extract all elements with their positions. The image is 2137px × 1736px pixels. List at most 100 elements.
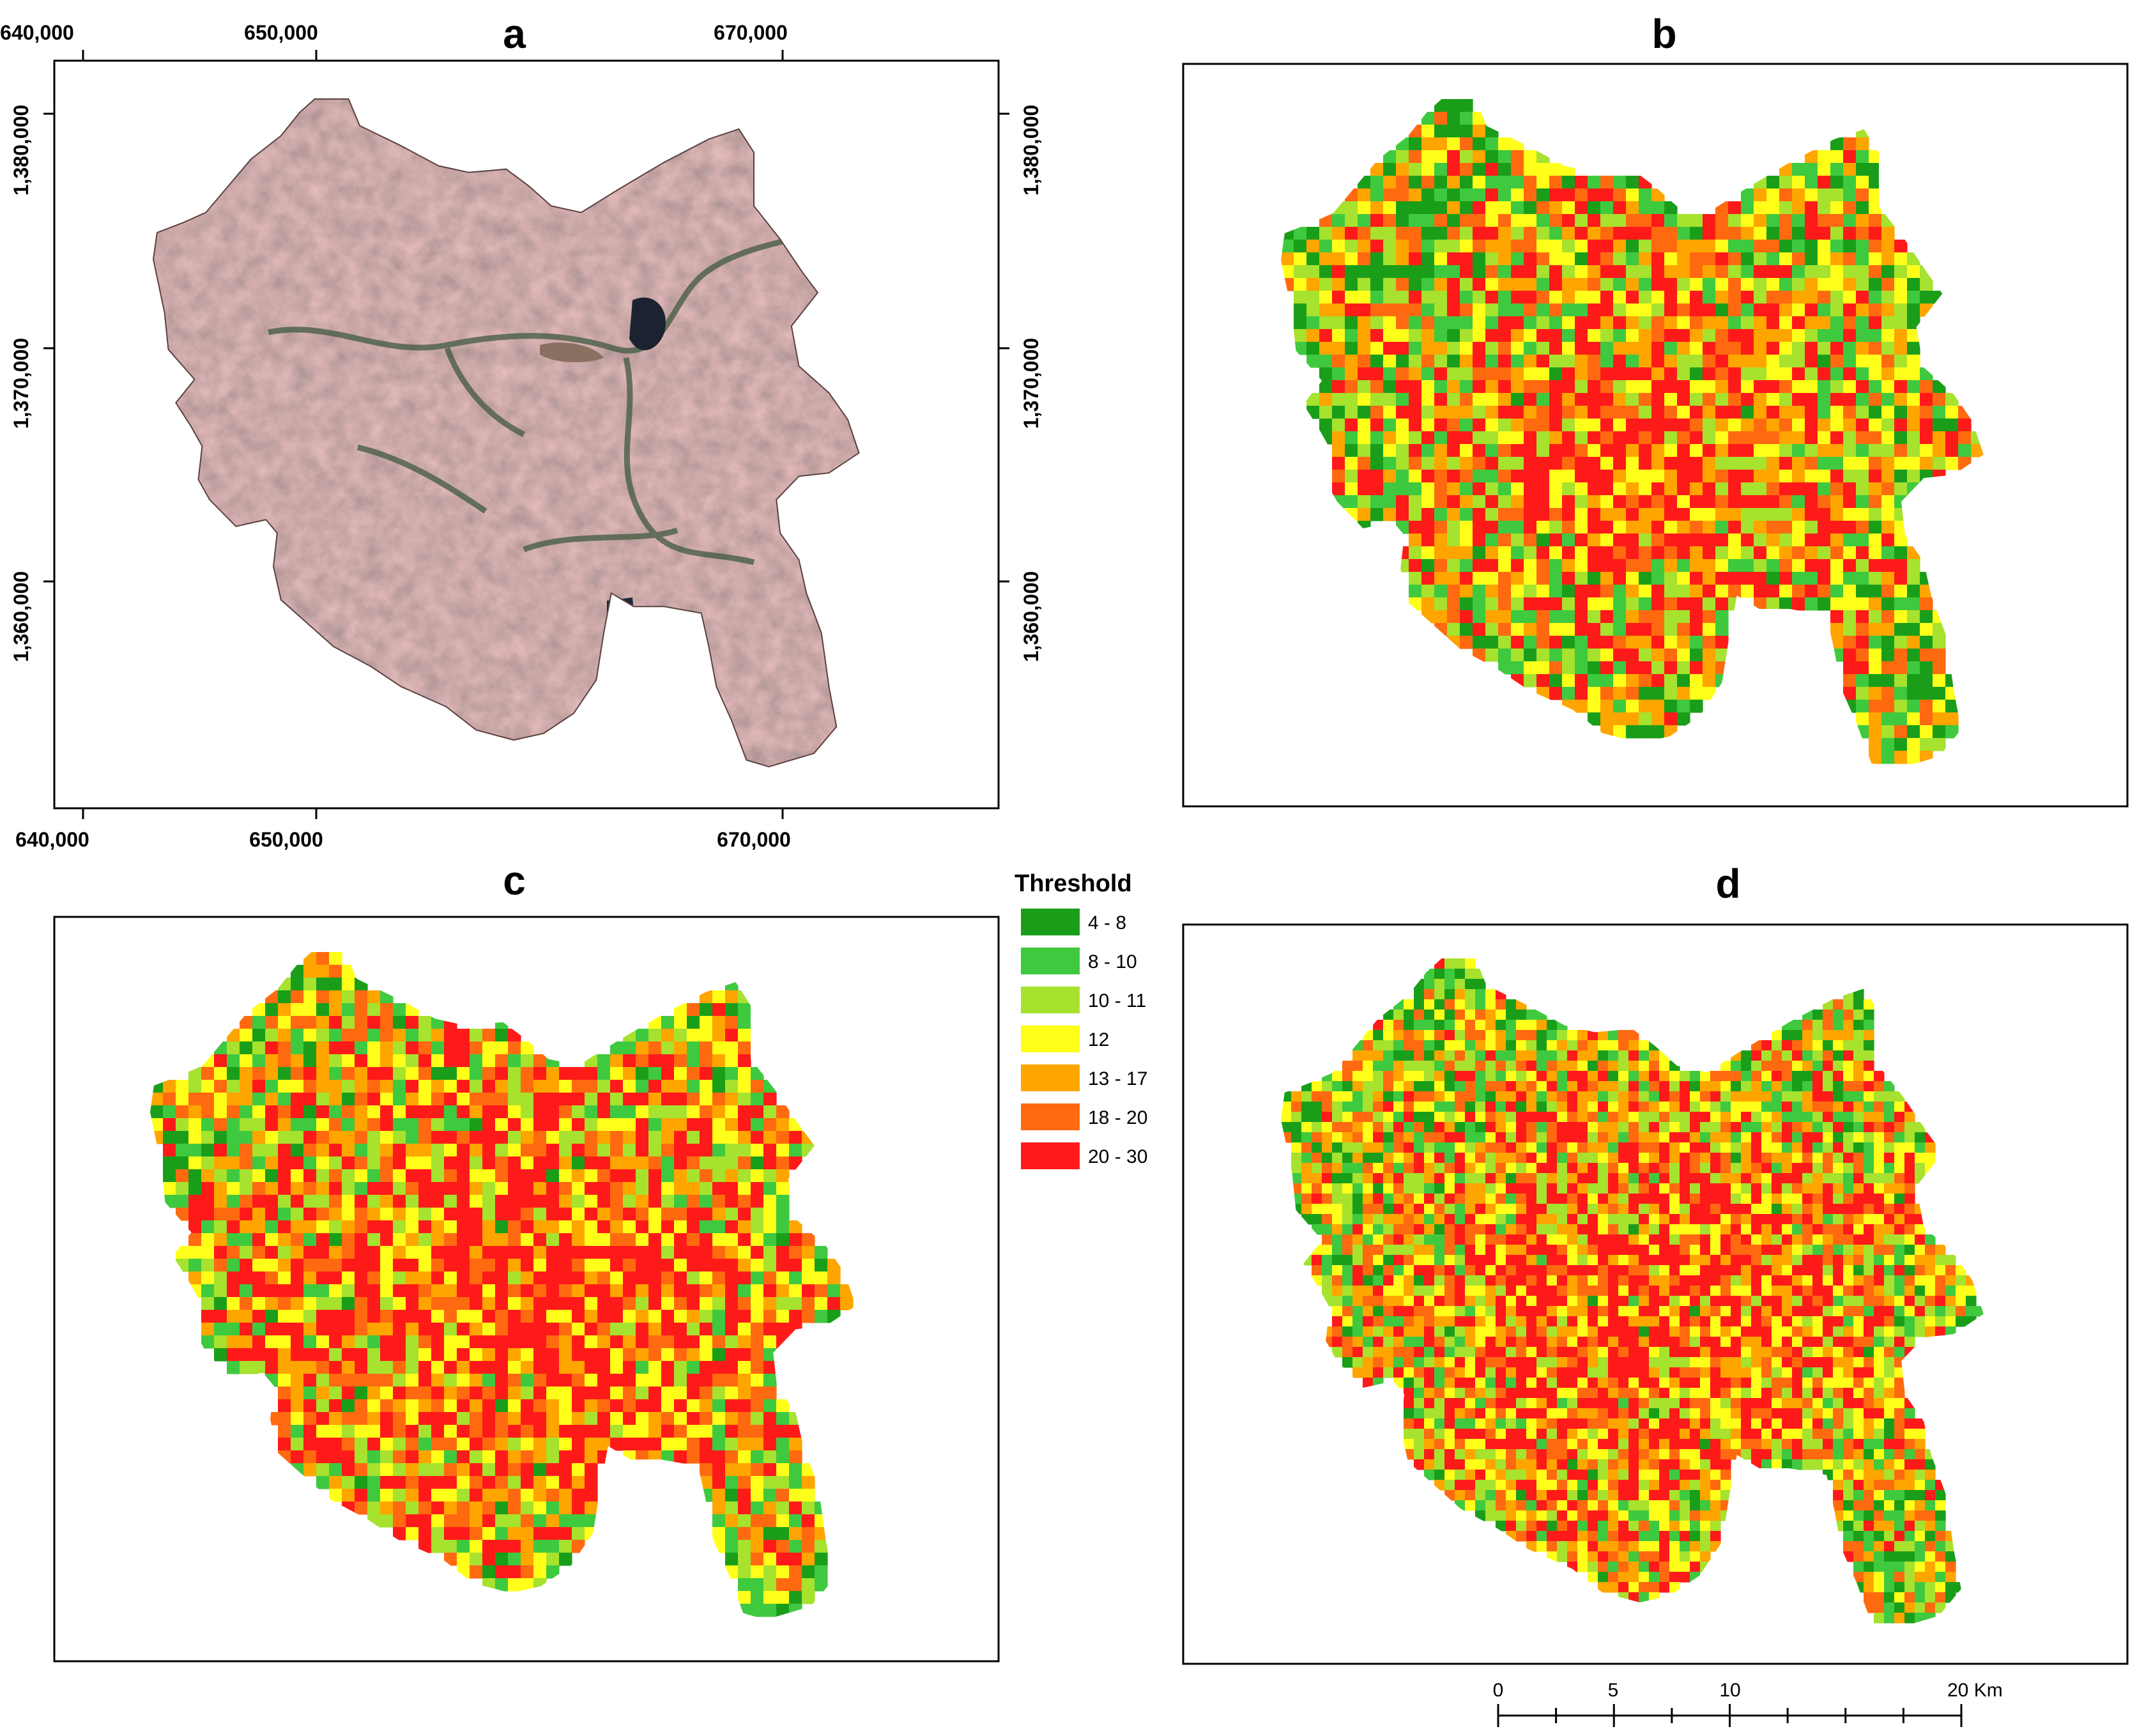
raster-cell [431,1041,445,1055]
raster-cell [521,1565,534,1579]
raster-cell [278,1067,291,1080]
raster-cell [1294,342,1307,355]
raster-cell [1741,1102,1752,1112]
raster-cell [1907,457,1920,470]
raster-cell [1833,1102,1844,1112]
raster-cell [1485,1153,1496,1164]
raster-cell [1516,1194,1527,1204]
raster-cell [188,1259,202,1272]
raster-cell [1894,751,1908,764]
raster-cell [176,1105,189,1119]
raster-cell [495,1310,509,1323]
raster-cell [1306,316,1320,330]
raster-cell [1588,1030,1598,1041]
raster-cell [1818,393,1831,406]
raster-cell [355,1131,368,1144]
raster-cell [1383,393,1397,406]
raster-cell [1741,585,1754,598]
raster-cell [1881,649,1895,662]
raster-cell [1524,163,1537,176]
raster-cell [1600,393,1614,406]
raster-cell [1473,482,1486,496]
raster-cell [291,1105,304,1119]
raster-cell [521,1169,534,1183]
raster-cell [623,1399,636,1413]
raster-cell [1447,559,1460,572]
raster-cell [546,1118,560,1132]
raster-cell [418,1220,432,1234]
raster-cell [1322,1214,1333,1225]
raster-cell [201,1156,215,1170]
raster-cell [674,1182,687,1195]
raster-cell [1618,1050,1629,1061]
raster-cell [1869,738,1882,751]
raster-cell [329,1233,342,1247]
raster-cell [418,1450,432,1464]
raster-cell [1506,1122,1517,1133]
raster-cell [1677,265,1690,279]
raster-cell [1600,482,1614,496]
raster-cell [1613,419,1627,432]
raster-cell [1754,252,1767,266]
raster-cell [316,1220,330,1234]
raster-cell [559,1553,572,1566]
raster-cell [1779,188,1793,202]
raster-cell [1664,597,1678,611]
raster-cell [1843,534,1857,547]
raster-cell [1792,1163,1803,1174]
raster-cell [1754,278,1767,291]
raster-cell [1651,482,1665,496]
raster-cell [1511,176,1524,189]
raster-cell [1728,534,1742,547]
raster-cell [636,1425,649,1438]
raster-cell [623,1297,636,1310]
raster-cell [1881,316,1895,330]
raster-cell [1524,649,1537,662]
raster-cell [1524,265,1537,279]
raster-cell [329,1169,342,1183]
raster-cell [1664,303,1678,317]
raster-cell [355,1093,368,1106]
raster-cell [1536,406,1550,419]
raster-cell [495,1208,509,1221]
raster-cell [1404,1163,1414,1174]
raster-cell [329,1195,342,1208]
raster-cell [457,1386,470,1400]
raster-cell [1383,1153,1394,1164]
raster-cell [1434,470,1448,483]
raster-cell [1301,1132,1312,1143]
raster-cell [1352,1183,1363,1194]
raster-cell [1907,700,1920,713]
raster-cell [1312,1204,1322,1215]
raster-cell [252,1323,266,1336]
raster-cell [725,1220,739,1234]
raster-cell [1613,252,1627,266]
raster-cell [227,1271,240,1285]
raster-cell [1766,508,1780,521]
raster-cell [1460,367,1473,381]
raster-cell [700,1348,713,1362]
raster-cell [1342,1081,1353,1092]
raster-cell [1720,1204,1731,1215]
raster-cell [572,1169,585,1183]
raster-cell [355,1067,368,1080]
raster-cell [1557,1112,1568,1123]
raster-cell [431,1425,445,1438]
raster-cell [1618,1040,1629,1051]
raster-cell [1812,1102,1823,1112]
raster-cell [1600,214,1614,227]
raster-cell [559,1463,572,1477]
raster-cell [240,1335,253,1349]
northing-tick-left-1360000: 1,360,000 [10,571,33,662]
raster-cell [1358,278,1371,291]
raster-cell [1792,1204,1803,1215]
raster-cell [585,1335,598,1349]
raster-cell [1864,1173,1874,1184]
raster-cell [1434,1091,1445,1102]
raster-cell [610,1297,624,1310]
raster-cell [1664,700,1678,713]
raster-cell [1575,176,1588,189]
raster-cell [1754,534,1767,547]
raster-cell [1766,265,1780,279]
raster-cell [1306,303,1320,317]
